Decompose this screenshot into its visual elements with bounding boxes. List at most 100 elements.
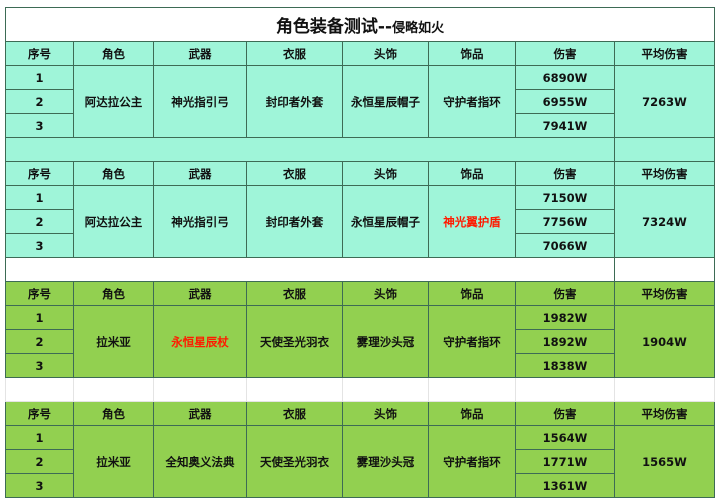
damage-cell[interactable]: 7756W (515, 209, 615, 234)
role-cell[interactable]: 拉米亚 (73, 425, 154, 498)
column-header[interactable]: 平均伤害 (613, 401, 716, 426)
accessory-cell[interactable]: 神光翼护盾 (428, 185, 516, 258)
empty-cell[interactable] (428, 377, 516, 402)
accessory-cell[interactable]: 守护者指环 (428, 425, 516, 498)
damage-cell[interactable]: 7066W (515, 233, 615, 258)
column-header[interactable]: 武器 (153, 41, 247, 66)
table-row: 1 阿达拉公主 神光指引弓 封印者外套 永恒星辰帽子 神光翼护盾 7150W 7324W (5, 185, 716, 258)
empty-cell[interactable] (515, 377, 615, 402)
damage-cell[interactable]: 1838W (515, 353, 615, 378)
damage-cell[interactable]: 1892W (515, 329, 615, 354)
empty-cell[interactable] (5, 377, 74, 402)
index-cell[interactable]: 2 (5, 209, 74, 234)
index-cell[interactable]: 3 (5, 113, 74, 138)
weapon-cell[interactable]: 全知奥义法典 (153, 425, 247, 498)
empty-cell[interactable] (5, 137, 615, 162)
column-header[interactable]: 武器 (153, 161, 247, 186)
column-header[interactable]: 伤害 (515, 41, 615, 66)
damage-cell[interactable]: 1361W (515, 473, 615, 498)
column-header[interactable]: 衣服 (246, 41, 343, 66)
accessory-cell[interactable]: 守护者指环 (428, 65, 516, 138)
damage-cell[interactable]: 1564W (515, 425, 615, 450)
column-header[interactable]: 序号 (5, 161, 74, 186)
column-header[interactable]: 衣服 (246, 281, 343, 306)
headwear-cell[interactable]: 雾理沙头冠 (342, 305, 429, 378)
column-header[interactable]: 头饰 (342, 401, 429, 426)
role-cell[interactable]: 阿达拉公主 (73, 65, 154, 138)
clothes-cell[interactable]: 天使圣光羽衣 (246, 425, 343, 498)
index-cell[interactable]: 1 (5, 185, 74, 210)
index-cell[interactable]: 3 (5, 473, 74, 498)
empty-cell[interactable] (613, 377, 716, 402)
column-header[interactable]: 饰品 (428, 281, 516, 306)
average-damage-cell[interactable]: 1904W (613, 305, 716, 378)
column-header[interactable]: 角色 (73, 161, 154, 186)
weapon-cell[interactable]: 神光指引弓 (153, 185, 247, 258)
column-header[interactable]: 平均伤害 (613, 161, 716, 186)
column-header[interactable]: 角色 (73, 281, 154, 306)
header-row: 序号 角色 武器 衣服 头饰 饰品 伤害 平均伤害 (5, 161, 716, 186)
damage-cell[interactable]: 1982W (515, 305, 615, 330)
column-header[interactable]: 序号 (5, 401, 74, 426)
role-cell[interactable]: 阿达拉公主 (73, 185, 154, 258)
headwear-cell[interactable]: 永恒星辰帽子 (342, 65, 429, 138)
damage-cell[interactable]: 7150W (515, 185, 615, 210)
column-header[interactable]: 头饰 (342, 281, 429, 306)
index-cell[interactable]: 2 (5, 449, 74, 474)
empty-cell[interactable] (5, 257, 615, 282)
weapon-cell[interactable]: 永恒星辰杖 (153, 305, 247, 378)
headwear-cell[interactable]: 雾理沙头冠 (342, 425, 429, 498)
average-damage-cell[interactable]: 7263W (613, 65, 716, 138)
headwear-cell[interactable]: 永恒星辰帽子 (342, 185, 429, 258)
empty-cell[interactable] (342, 377, 429, 402)
column-header[interactable]: 角色 (73, 41, 154, 66)
column-header[interactable]: 头饰 (342, 161, 429, 186)
column-header[interactable]: 饰品 (428, 41, 516, 66)
index-cell[interactable]: 1 (5, 305, 74, 330)
clothes-cell[interactable]: 封印者外套 (246, 65, 343, 138)
column-header[interactable]: 伤害 (515, 281, 615, 306)
empty-cell[interactable] (613, 137, 716, 162)
index-cell[interactable]: 2 (5, 89, 74, 114)
empty-cell[interactable] (73, 377, 154, 402)
damage-cell[interactable]: 7941W (515, 113, 615, 138)
empty-cell[interactable] (246, 377, 343, 402)
clothes-cell[interactable]: 天使圣光羽衣 (246, 305, 343, 378)
spacer-row (5, 377, 716, 402)
column-header[interactable]: 序号 (5, 281, 74, 306)
header-row: 序号 角色 武器 衣服 头饰 饰品 伤害 平均伤害 (5, 401, 716, 426)
column-header[interactable]: 饰品 (428, 401, 516, 426)
table-row: 3 1361W (5, 473, 715, 498)
weapon-cell[interactable]: 神光指引弓 (153, 65, 247, 138)
accessory-cell[interactable]: 守护者指环 (428, 305, 516, 378)
index-cell[interactable]: 3 (5, 233, 74, 258)
column-header[interactable]: 衣服 (246, 401, 343, 426)
index-cell[interactable]: 1 (5, 65, 74, 90)
sheet-title[interactable]: 角色装备测试--侵略如火 (4, 7, 716, 42)
damage-cell[interactable]: 1771W (515, 449, 615, 474)
column-header[interactable]: 武器 (153, 281, 247, 306)
damage-cell[interactable]: 6955W (515, 89, 615, 114)
column-header[interactable]: 伤害 (515, 161, 615, 186)
column-header[interactable]: 平均伤害 (613, 41, 716, 66)
average-damage-cell[interactable]: 1565W (613, 425, 716, 498)
column-header[interactable]: 平均伤害 (613, 281, 716, 306)
column-header[interactable]: 角色 (73, 401, 154, 426)
column-header[interactable]: 饰品 (428, 161, 516, 186)
spacer-row (5, 257, 716, 282)
empty-cell[interactable] (153, 377, 247, 402)
column-header[interactable]: 序号 (5, 41, 74, 66)
empty-cell[interactable] (613, 257, 716, 282)
spacer-row (5, 137, 716, 162)
column-header[interactable]: 头饰 (342, 41, 429, 66)
index-cell[interactable]: 2 (5, 329, 74, 354)
damage-cell[interactable]: 6890W (515, 65, 615, 90)
column-header[interactable]: 伤害 (515, 401, 615, 426)
column-header[interactable]: 衣服 (246, 161, 343, 186)
role-cell[interactable]: 拉米亚 (73, 305, 154, 378)
average-damage-cell[interactable]: 7324W (613, 185, 716, 258)
column-header[interactable]: 武器 (153, 401, 247, 426)
index-cell[interactable]: 3 (5, 353, 74, 378)
index-cell[interactable]: 1 (5, 425, 74, 450)
clothes-cell[interactable]: 封印者外套 (246, 185, 343, 258)
